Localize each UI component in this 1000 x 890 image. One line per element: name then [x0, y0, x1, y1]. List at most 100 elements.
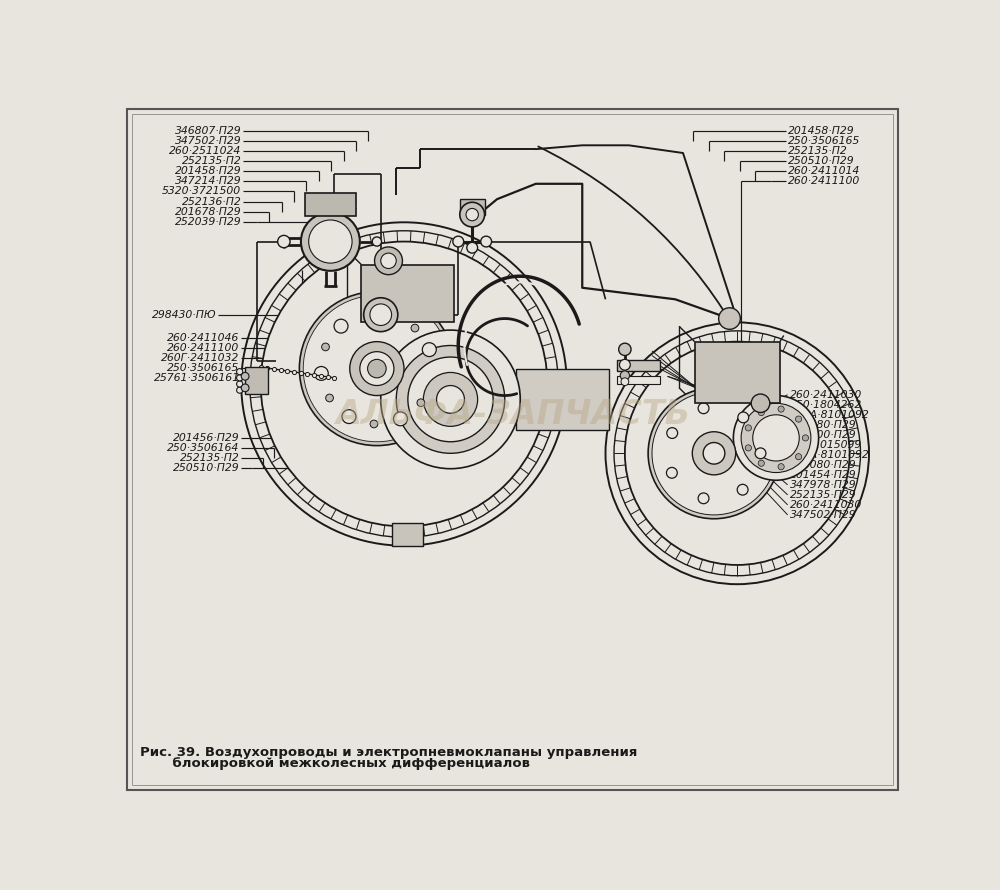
Text: 260·2411100: 260·2411100 — [788, 176, 860, 187]
Circle shape — [350, 342, 404, 395]
Text: 5320·3721500: 5320·3721500 — [162, 187, 241, 197]
Circle shape — [621, 378, 629, 385]
Circle shape — [303, 295, 450, 441]
Text: 201458·П29: 201458·П29 — [175, 166, 241, 176]
Text: 252135·П2: 252135·П2 — [788, 147, 847, 157]
Circle shape — [309, 220, 352, 263]
Circle shape — [237, 381, 243, 387]
Circle shape — [372, 237, 382, 247]
Circle shape — [778, 464, 784, 470]
Circle shape — [301, 213, 360, 271]
Text: 201458·П29: 201458·П29 — [788, 126, 854, 136]
Text: 250·3506165: 250·3506165 — [167, 363, 240, 373]
Circle shape — [733, 395, 819, 481]
Circle shape — [361, 311, 369, 319]
Circle shape — [467, 242, 478, 253]
Circle shape — [606, 322, 869, 584]
Text: 201454·П29: 201454·П29 — [790, 470, 857, 480]
Circle shape — [648, 388, 780, 519]
Bar — [695, 342, 780, 403]
Text: 347214·П29: 347214·П29 — [175, 176, 241, 187]
Circle shape — [393, 412, 407, 425]
Circle shape — [314, 367, 328, 380]
Circle shape — [375, 247, 402, 275]
Text: 252135·П2: 252135·П2 — [182, 157, 241, 166]
Text: 260·2411100: 260·2411100 — [167, 343, 240, 352]
Text: Рис. 39. Воздухопроводы и электропневмоклапаны управления: Рис. 39. Воздухопроводы и электропневмок… — [140, 746, 638, 758]
Circle shape — [237, 387, 243, 393]
Circle shape — [619, 360, 630, 370]
Circle shape — [241, 222, 567, 546]
Circle shape — [758, 460, 764, 466]
Circle shape — [241, 372, 249, 380]
Circle shape — [667, 428, 678, 439]
Circle shape — [460, 202, 485, 227]
Circle shape — [278, 235, 290, 247]
Circle shape — [411, 324, 419, 332]
Text: 260·2411014: 260·2411014 — [788, 166, 860, 176]
Text: 347978·П29: 347978·П29 — [790, 480, 857, 490]
Text: 25761·3506161: 25761·3506161 — [154, 373, 240, 383]
Circle shape — [745, 445, 751, 451]
Circle shape — [738, 412, 749, 423]
Circle shape — [237, 375, 243, 381]
Bar — [245, 367, 268, 394]
Text: 250·1804262: 250·1804262 — [790, 400, 862, 409]
Circle shape — [758, 409, 764, 416]
Bar — [392, 522, 423, 546]
Text: 201678·П29: 201678·П29 — [175, 206, 241, 216]
Circle shape — [408, 357, 493, 441]
Circle shape — [719, 308, 740, 329]
Circle shape — [751, 394, 770, 412]
Circle shape — [802, 435, 809, 441]
Text: 250510·П29: 250510·П29 — [788, 157, 854, 166]
Bar — [460, 199, 485, 214]
Text: 250·3506165: 250·3506165 — [788, 136, 860, 147]
Circle shape — [422, 343, 436, 357]
Text: 252039·П29: 252039·П29 — [175, 216, 241, 227]
Bar — [361, 264, 454, 322]
Circle shape — [741, 403, 811, 473]
Text: 212А·8101092: 212А·8101092 — [790, 449, 870, 460]
Text: 252135·П29: 252135·П29 — [790, 490, 857, 500]
Circle shape — [698, 403, 709, 414]
Circle shape — [417, 399, 425, 407]
Circle shape — [381, 330, 520, 469]
Circle shape — [698, 493, 709, 504]
Circle shape — [692, 432, 736, 475]
Bar — [516, 368, 609, 430]
Circle shape — [625, 342, 850, 565]
Text: 250·3506164: 250·3506164 — [167, 443, 240, 453]
Circle shape — [423, 372, 478, 426]
Text: 260·2411030: 260·2411030 — [790, 390, 862, 400]
Circle shape — [370, 420, 378, 428]
Text: 258080·П29: 258080·П29 — [790, 420, 857, 430]
Circle shape — [334, 320, 348, 333]
Text: 250510·П29: 250510·П29 — [173, 463, 240, 473]
Circle shape — [299, 292, 454, 446]
Circle shape — [364, 298, 398, 332]
Text: 347502·П29: 347502·П29 — [175, 136, 241, 147]
Bar — [617, 376, 660, 384]
Circle shape — [326, 394, 333, 401]
Circle shape — [737, 484, 748, 495]
Circle shape — [384, 308, 398, 322]
Circle shape — [620, 371, 630, 380]
Text: 347502·П29: 347502·П29 — [790, 510, 857, 520]
Text: 260·2511024: 260·2511024 — [169, 147, 241, 157]
Circle shape — [481, 236, 492, 247]
Text: 252135·П2: 252135·П2 — [180, 453, 240, 463]
Circle shape — [778, 406, 784, 412]
Circle shape — [453, 236, 464, 247]
Circle shape — [360, 352, 394, 385]
Bar — [305, 193, 356, 216]
Circle shape — [241, 384, 249, 392]
Text: 260·2411030: 260·2411030 — [790, 500, 862, 510]
Circle shape — [368, 360, 386, 378]
Circle shape — [795, 416, 802, 422]
Text: 298430·ПЮ: 298430·ПЮ — [152, 310, 216, 320]
Text: 260Г·2411032: 260Г·2411032 — [161, 352, 240, 363]
Circle shape — [745, 425, 751, 431]
Text: 260·2411046: 260·2411046 — [167, 333, 240, 343]
Circle shape — [755, 448, 766, 458]
